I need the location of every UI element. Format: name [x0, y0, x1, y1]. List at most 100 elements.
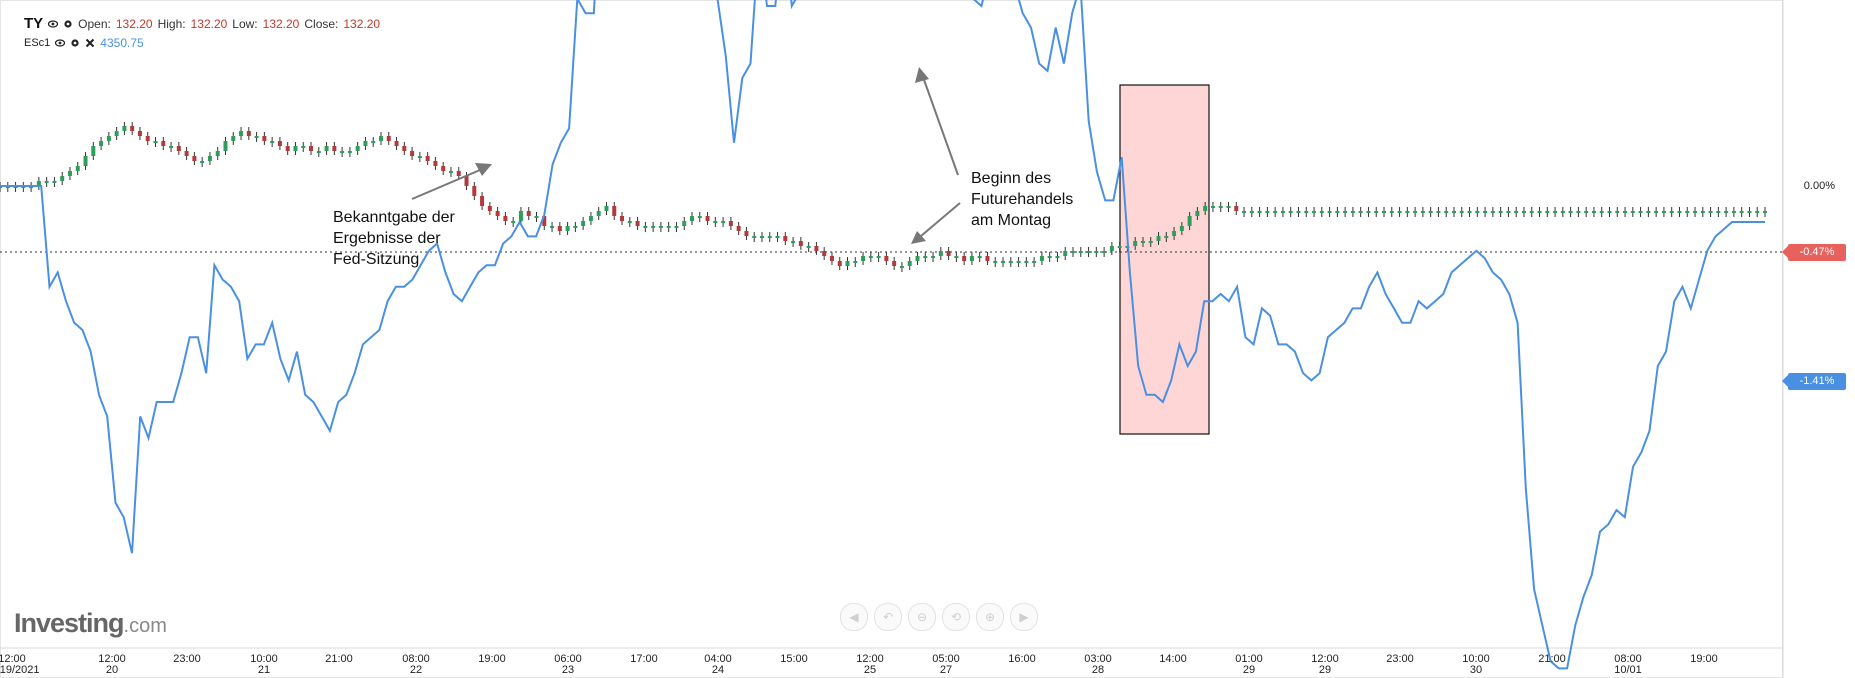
ty-candle — [1506, 211, 1511, 213]
ty-candle — [612, 206, 617, 216]
ty-candle — [1646, 211, 1651, 213]
ty-candle — [1755, 211, 1760, 213]
ty-candle — [1327, 211, 1332, 213]
ty-candle — [1747, 211, 1752, 213]
zoom-out-button[interactable]: ⊖ — [908, 603, 936, 631]
x-tick-date: 24 — [712, 664, 724, 676]
ty-candle — [1444, 211, 1449, 213]
ty-candle — [1156, 236, 1161, 241]
ty-candle — [75, 166, 80, 171]
ty-candle — [1389, 211, 1394, 213]
ty-candle — [1529, 211, 1534, 213]
es-line — [0, 0, 1765, 670]
ty-candle — [868, 256, 873, 258]
ty-candle — [169, 146, 174, 148]
ty-candle — [565, 226, 570, 231]
ty-candle — [60, 176, 65, 181]
ty-candle — [1102, 251, 1107, 253]
ty-candle — [1638, 211, 1643, 213]
ty-candle — [518, 211, 523, 221]
ty-candle — [962, 256, 967, 261]
ty-candle — [425, 156, 430, 161]
reset-button[interactable]: ↶ — [874, 603, 902, 631]
ty-candle — [1498, 211, 1503, 213]
ty-candle — [1133, 241, 1138, 246]
x-tick-time: 21:00 — [325, 653, 353, 665]
x-tick-time: 14:00 — [1159, 653, 1187, 665]
ty-candle — [674, 226, 679, 228]
ty-candle — [1521, 211, 1526, 213]
ty-candle — [91, 146, 96, 156]
ty-candle — [1568, 211, 1573, 213]
ty-candle — [853, 261, 858, 263]
x-tick-date: 21 — [258, 664, 270, 676]
annotation-fed: Bekanntgabe der Ergebnisse der Fed-Sitzu… — [333, 207, 455, 270]
ty-candle — [277, 141, 282, 146]
x-tick-date: 29 — [1319, 664, 1331, 676]
ty-candle — [1288, 211, 1293, 213]
reload-button[interactable]: ⟲ — [942, 603, 970, 631]
annotation-line: Futurehandels — [971, 191, 1074, 208]
ty-candle — [1024, 261, 1029, 263]
open-value: 132.20 — [115, 16, 153, 31]
ty-candle — [666, 226, 671, 228]
ty-candle — [340, 151, 345, 153]
ty-candle — [643, 226, 648, 228]
ty-candle — [791, 241, 796, 243]
scroll-right-button[interactable]: ▶ — [1010, 603, 1038, 631]
ty-candle — [1343, 211, 1348, 213]
eye-icon[interactable] — [55, 38, 66, 48]
x-tick-date: 09/19/2021 — [0, 664, 40, 676]
annotation-line: Ergebnisse der — [333, 230, 441, 247]
ty-candle — [744, 231, 749, 236]
chart-nav-buttons: ◀ ↶ ⊖ ⟲ ⊕ ▶ — [840, 603, 1038, 631]
es-last-value-tag: -1.41% — [1782, 373, 1846, 390]
ty-candle — [495, 211, 500, 216]
ty-candle — [355, 146, 360, 151]
x-tick-time: 12:00 — [0, 653, 26, 665]
zoom-in-button[interactable]: ⊕ — [976, 603, 1004, 631]
close-icon[interactable] — [85, 38, 95, 48]
x-tick-time: 21:00 — [1538, 653, 1566, 665]
ty-candle — [1179, 226, 1184, 231]
ty-candle — [402, 146, 407, 151]
eye-icon[interactable] — [48, 19, 59, 29]
ty-candle — [783, 236, 788, 241]
x-tick-time: 23:00 — [1386, 653, 1414, 665]
ty-candle — [1172, 231, 1177, 236]
investing-logo: Investing.com — [14, 608, 167, 639]
gear-icon[interactable] — [63, 19, 73, 29]
ty-candle — [1693, 211, 1698, 213]
x-tick-time: 23:00 — [173, 653, 201, 665]
ty-candle — [1537, 211, 1542, 213]
ty-candle — [635, 221, 640, 226]
ty-candle — [1630, 211, 1635, 213]
ty-candle — [1763, 211, 1767, 213]
scroll-left-button[interactable]: ◀ — [840, 603, 868, 631]
x-tick-date: 25 — [864, 664, 876, 676]
ty-candle — [1560, 211, 1565, 213]
x-tick-time: 19:00 — [1690, 653, 1718, 665]
ty-candle — [1669, 211, 1674, 213]
ty-candle — [550, 226, 555, 228]
x-tick-date: 30 — [1470, 664, 1482, 676]
ty-candle — [588, 216, 593, 221]
low-value: 132.20 — [262, 16, 300, 31]
ty-candle — [83, 156, 88, 166]
ty-candle — [1700, 211, 1705, 213]
ty-candle — [798, 241, 803, 246]
close-value: 132.20 — [343, 16, 381, 31]
ty-candle — [316, 151, 321, 153]
ty-candle — [806, 246, 811, 248]
annotation-line: am Montag — [971, 212, 1052, 229]
ty-candle — [861, 256, 866, 261]
ty-candle — [651, 226, 656, 228]
ty-candle — [44, 181, 49, 183]
ty-candle — [596, 211, 601, 216]
legend-ty: TY Open: 132.20 High: 132.20 Low: 132.20… — [24, 15, 380, 32]
ty-candle — [1708, 211, 1713, 213]
gear-icon[interactable] — [70, 38, 80, 48]
ty-candle — [386, 136, 391, 141]
ty-candle — [876, 256, 881, 258]
